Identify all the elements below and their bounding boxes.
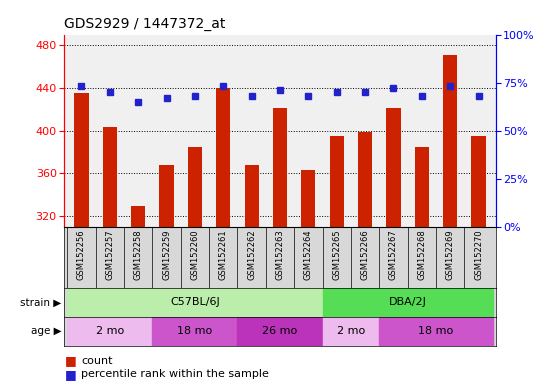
Bar (131, 206, 145, 227)
Text: ■: ■ (64, 354, 76, 367)
Text: GSM152265: GSM152265 (332, 230, 341, 280)
Text: GSM152267: GSM152267 (389, 230, 398, 280)
Bar (160, 165, 174, 227)
Bar (358, 132, 372, 227)
Text: GSM152257: GSM152257 (105, 230, 114, 280)
Bar (216, 88, 230, 227)
Bar (443, 55, 458, 227)
Text: GSM152256: GSM152256 (77, 230, 86, 280)
Text: GSM152268: GSM152268 (417, 230, 426, 280)
Text: count: count (81, 356, 113, 366)
Text: GSM152258: GSM152258 (134, 230, 143, 280)
Text: GSM152264: GSM152264 (304, 230, 313, 280)
Text: GSM152269: GSM152269 (446, 230, 455, 280)
Text: GSM152260: GSM152260 (190, 230, 199, 280)
Bar (67, 317, 152, 346)
Text: 2 mo: 2 mo (96, 326, 124, 336)
Bar (188, 147, 202, 227)
Bar (379, 317, 493, 346)
Text: percentile rank within the sample: percentile rank within the sample (81, 369, 269, 379)
Text: DBA/2J: DBA/2J (389, 297, 427, 308)
Bar (74, 93, 88, 227)
Text: 18 mo: 18 mo (418, 326, 454, 336)
Text: 2 mo: 2 mo (337, 326, 365, 336)
Bar (386, 108, 400, 227)
Bar (301, 170, 315, 227)
Text: GSM152266: GSM152266 (361, 230, 370, 280)
Bar (67, 288, 323, 317)
Bar (323, 317, 379, 346)
Bar (330, 136, 344, 227)
Text: strain ▶: strain ▶ (20, 297, 62, 308)
Bar (415, 147, 429, 227)
Bar (323, 288, 493, 317)
Text: GSM152259: GSM152259 (162, 230, 171, 280)
Text: GSM152263: GSM152263 (276, 230, 284, 280)
Text: GDS2929 / 1447372_at: GDS2929 / 1447372_at (64, 17, 226, 31)
Text: 26 mo: 26 mo (263, 326, 297, 336)
Text: C57BL/6J: C57BL/6J (170, 297, 220, 308)
Bar (237, 317, 323, 346)
Bar (273, 108, 287, 227)
Text: 18 mo: 18 mo (178, 326, 212, 336)
Text: GSM152270: GSM152270 (474, 230, 483, 280)
Text: GSM152261: GSM152261 (219, 230, 228, 280)
Bar (245, 165, 259, 227)
Text: age ▶: age ▶ (31, 326, 62, 336)
Bar (102, 127, 117, 227)
Bar (472, 136, 486, 227)
Text: GSM152262: GSM152262 (247, 230, 256, 280)
Bar (152, 317, 237, 346)
Text: ■: ■ (64, 368, 76, 381)
